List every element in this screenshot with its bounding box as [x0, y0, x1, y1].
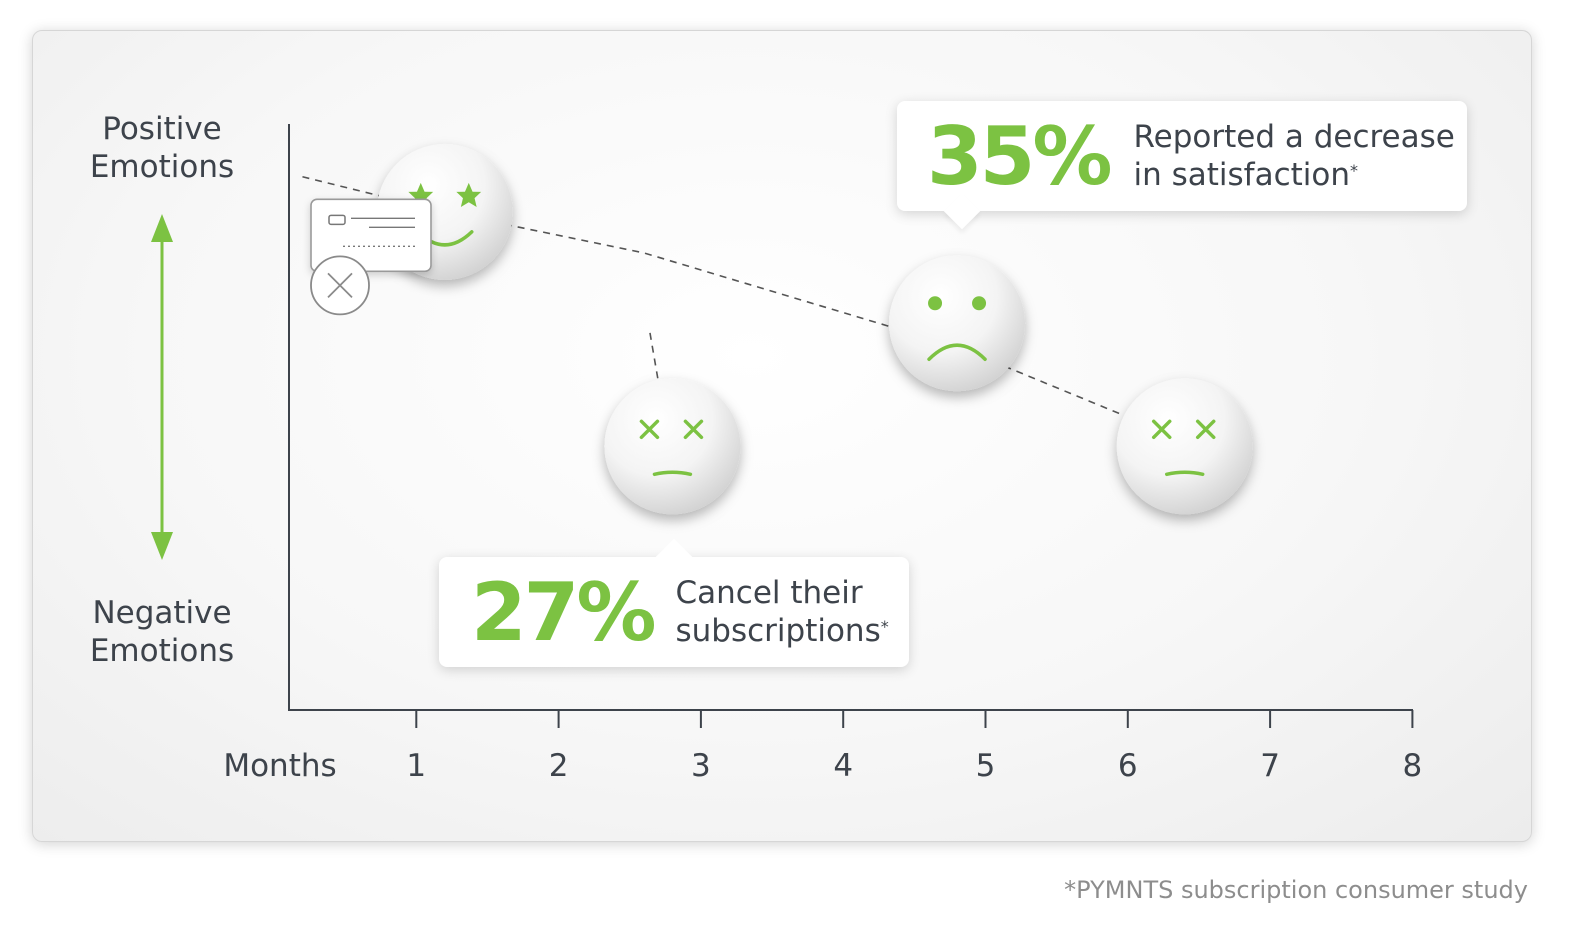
sad-face-icon	[889, 255, 1026, 392]
x-tick-label: 4	[833, 748, 853, 784]
x-tick-label: 7	[1260, 748, 1280, 784]
x-tick-label: 2	[549, 748, 569, 784]
callout-cancel-value: 27%	[471, 565, 656, 659]
x-tick-label: 3	[691, 748, 711, 784]
x-tick-label: 8	[1403, 748, 1423, 784]
callout-satisfaction: 35% Reported a decrease in satisfaction*	[897, 101, 1467, 211]
callout-cancel-text: Cancel their subscriptions*	[675, 575, 889, 649]
emotion-scale-arrow	[151, 214, 173, 560]
x-tick-label: 1	[406, 748, 426, 784]
credit-card-cancel-icon	[310, 198, 432, 316]
x-tick-label: 5	[976, 748, 996, 784]
callout-cancel: 27% Cancel their subscriptions*	[439, 557, 909, 667]
footnote: *PYMNTS subscription consumer study	[1064, 876, 1528, 904]
callout-satisfaction-value: 35%	[927, 109, 1112, 203]
cross-eyes-face-icon	[1116, 378, 1253, 515]
x-axis-label: Months	[223, 748, 336, 784]
x-ticks: 1 2 3 4 5 6 7 8	[406, 710, 1422, 784]
positive-emotions-label: Positive Emotions	[89, 111, 235, 185]
callout-satisfaction-text: Reported a decrease in satisfaction*	[1133, 119, 1455, 193]
x-tick-label: 6	[1118, 748, 1138, 784]
cross-eyes-face-icon	[604, 378, 741, 515]
negative-emotions-label: Negative Emotions	[89, 595, 235, 669]
